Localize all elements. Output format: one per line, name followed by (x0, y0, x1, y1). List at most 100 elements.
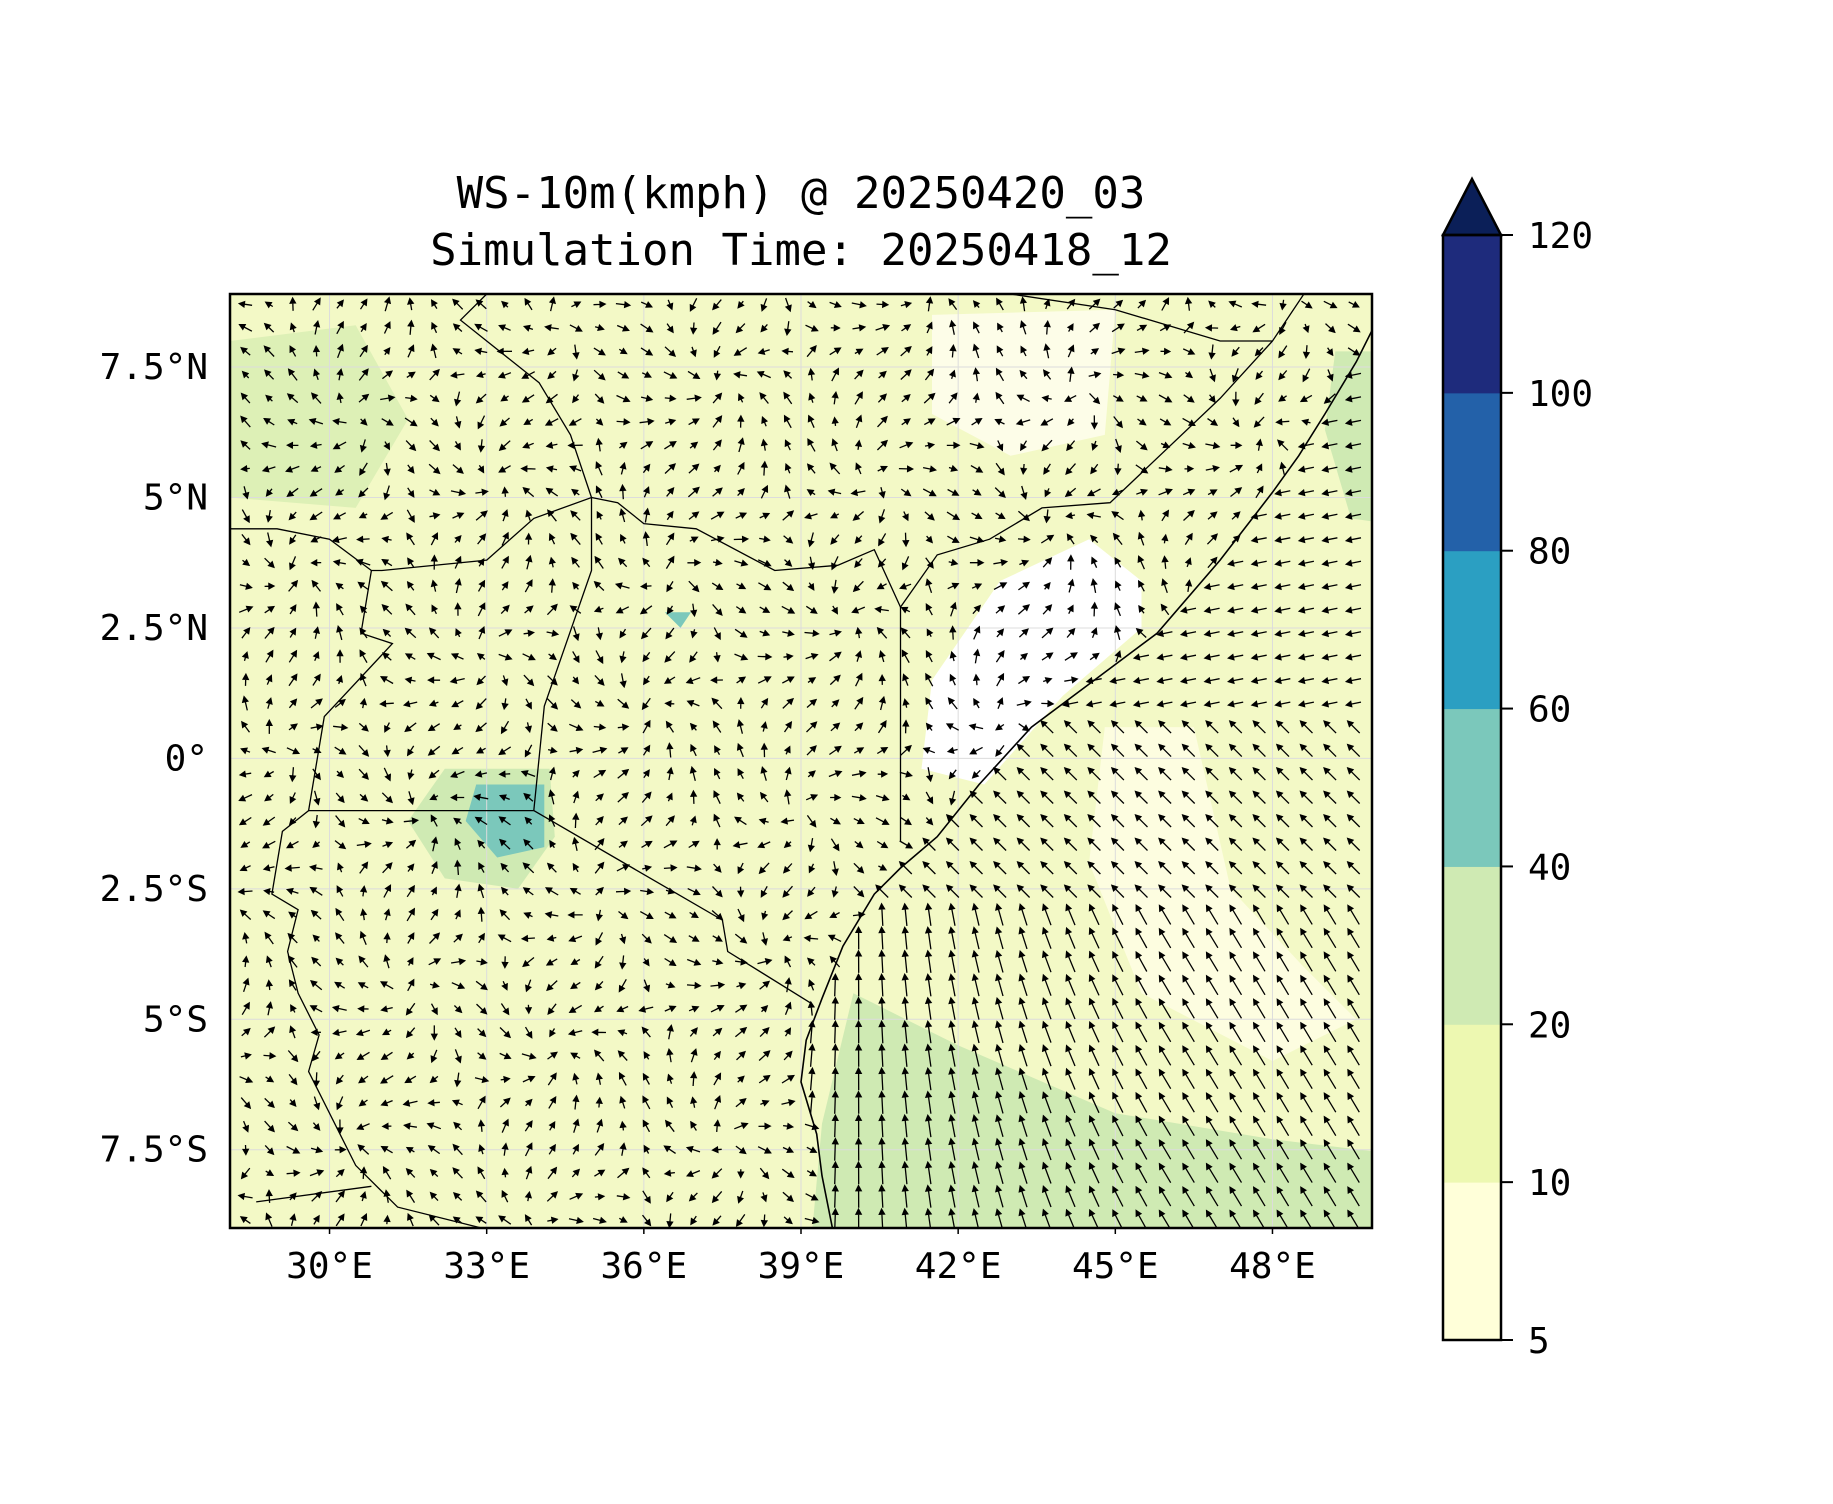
wind-arrow (759, 629, 771, 637)
wind-arrow (734, 1026, 748, 1038)
wind-arrow (500, 604, 510, 615)
wind-arrow (949, 319, 957, 335)
wind-arrow (1300, 974, 1313, 996)
colorbar-segment (1443, 1182, 1501, 1341)
wind-arrow (500, 720, 510, 735)
wind-arrow (642, 744, 651, 756)
wind-arrow (406, 1052, 415, 1060)
wind-arrow (619, 461, 627, 475)
wind-arrow (522, 887, 534, 896)
wind-arrow (572, 369, 580, 382)
wind-arrow (545, 887, 559, 896)
wind-arrow (806, 1169, 817, 1177)
wind-arrow (1041, 950, 1052, 973)
wind-arrow (406, 957, 414, 966)
wind-arrow (948, 369, 956, 379)
wind-arrow (1087, 790, 1101, 804)
wind-arrow (1297, 536, 1315, 544)
wind-arrow (641, 840, 653, 848)
wind-arrow (1087, 814, 1101, 828)
wind-arrow (594, 674, 605, 686)
wind-arrow (548, 789, 556, 805)
wind-arrow (309, 511, 323, 521)
wind-arrow (450, 958, 467, 966)
wind-arrow (262, 910, 276, 920)
wind-arrow (1018, 723, 1030, 732)
wind-arrow (1158, 394, 1173, 403)
wind-arrow (1111, 347, 1126, 355)
wind-arrow (665, 418, 677, 426)
wind-arrow (1112, 1044, 1124, 1066)
wind-arrow (261, 746, 276, 754)
wind-arrow (310, 535, 322, 543)
wind-arrow (1042, 369, 1052, 380)
wind-arrow (332, 441, 347, 450)
wind-arrow (335, 792, 345, 804)
wind-arrow (1321, 418, 1338, 426)
wind-arrow (760, 721, 768, 732)
wind-arrow (901, 393, 911, 403)
wind-arrow (1183, 510, 1195, 521)
wind-arrow (1252, 884, 1266, 898)
wind-arrow (261, 441, 277, 449)
wind-arrow (593, 580, 605, 591)
wind-arrow (1041, 926, 1052, 949)
wind-arrow (784, 297, 792, 313)
wind-arrow (877, 393, 887, 403)
wind-arrow (570, 981, 581, 990)
wind-arrow (710, 1005, 725, 1013)
wind-arrow (969, 861, 983, 875)
wind-arrow (1276, 1186, 1290, 1207)
wind-arrow (1019, 652, 1028, 661)
wind-arrow (1323, 974, 1337, 996)
wind-arrow (524, 579, 533, 593)
wind-arrow (569, 723, 584, 732)
wind-arrow (241, 534, 251, 546)
wind-arrow (666, 510, 674, 521)
wind-arrow (1252, 720, 1266, 734)
wind-arrow (313, 790, 321, 806)
wind-arrow (1181, 720, 1196, 734)
wind-arrow (265, 718, 273, 734)
wind-arrow (971, 1208, 979, 1228)
wind-arrow (878, 370, 887, 379)
wind-arrow (451, 700, 464, 708)
wind-arrow (1182, 1162, 1195, 1183)
wind-arrow (922, 861, 936, 875)
wind-arrow (808, 1019, 816, 1044)
wind-arrow (757, 1146, 772, 1154)
wind-arrow (806, 463, 816, 474)
x-tick-label: 45°E (1072, 1246, 1159, 1287)
wind-arrow (876, 347, 889, 356)
wind-arrow (1067, 578, 1075, 593)
wind-arrow (358, 368, 369, 381)
wind-arrow (572, 1118, 580, 1133)
wind-arrow (500, 886, 509, 896)
wind-arrow (687, 888, 701, 896)
wind-arrow (522, 862, 535, 874)
wind-arrow (1279, 299, 1287, 311)
wind-arrow (924, 973, 933, 997)
wind-arrow (453, 723, 462, 731)
wind-arrow (1344, 629, 1362, 638)
wind-arrow (1088, 997, 1100, 1020)
wind-arrow (1301, 418, 1311, 426)
wind-arrow (570, 510, 581, 521)
wind-arrow (312, 601, 321, 617)
wind-arrow (288, 1074, 298, 1086)
wind-arrow (1156, 700, 1173, 708)
wind-arrow (616, 1005, 629, 1013)
wind-arrow (381, 535, 392, 544)
wind-arrow (1088, 1115, 1100, 1137)
wind-arrow (924, 1114, 933, 1138)
wind-arrow (831, 605, 839, 615)
wind-arrow (995, 926, 1004, 950)
wind-arrow (666, 299, 674, 311)
wind-arrow (477, 1095, 486, 1110)
wind-arrow (1207, 556, 1218, 569)
wind-arrow (925, 346, 933, 356)
wind-arrow (595, 1072, 603, 1085)
wind-arrow (665, 555, 675, 569)
wind-arrow (1300, 998, 1313, 1019)
wind-arrow (288, 511, 297, 521)
